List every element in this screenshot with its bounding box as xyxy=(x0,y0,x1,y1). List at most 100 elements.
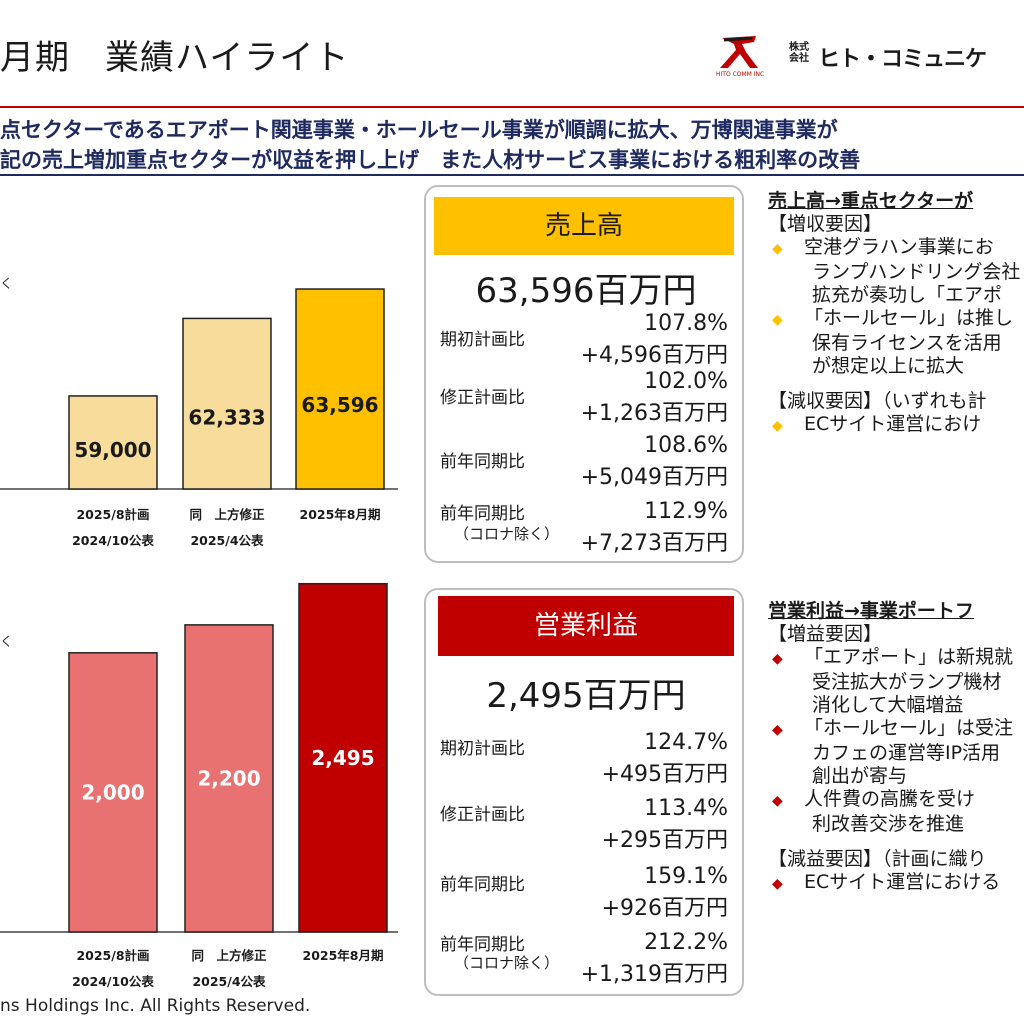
row-label: 前年同期比 xyxy=(440,504,525,524)
row-amount: +495百万円 xyxy=(601,762,728,787)
sales-kpi-box: 売上高 63,596百万円 期初計画比 107.8% +4,596百万円 修正計… xyxy=(424,185,744,563)
axis-note: く xyxy=(0,635,13,650)
operating-profit-header: 営業利益 xyxy=(438,596,734,656)
sales-bar-chart: く 59,000 2025/8計画 2024/10公表 62,333 同 上方修正 2025… xyxy=(0,277,398,548)
row-percent: 107.8% xyxy=(644,311,728,336)
x-tick-label: 2024/10公表 xyxy=(72,533,154,548)
x-tick-label: 2025/4公表 xyxy=(192,974,266,989)
commentary-text: カフェの運営等IP活用 xyxy=(812,742,1001,764)
row-label: 前年同期比 xyxy=(440,875,525,895)
operating-profit-kpi-box: 営業利益 2,495百万円 期初計画比 124.7% +495百万円 修正計画比… xyxy=(424,588,744,996)
summary-divider xyxy=(0,174,1024,176)
x-tick-label: 2025年8月期 xyxy=(303,948,384,963)
commentary-text: 利改善交渉を推進 xyxy=(812,813,965,835)
commentary-text: 【減収要因】（いずれも計 xyxy=(768,390,987,412)
spacer xyxy=(768,378,1024,390)
bar xyxy=(295,288,385,490)
company-logo-icon xyxy=(720,36,758,68)
sales-row-initial-plan: 期初計画比 107.8% +4,596百万円 xyxy=(426,311,746,368)
row-percent: 108.6% xyxy=(644,433,728,458)
bullet-continuation: ランプハンドリング会社 xyxy=(768,261,1024,284)
company-prefix: 株式会社 xyxy=(789,42,809,64)
row-label: 期初計画比 xyxy=(440,330,525,350)
bullet-continuation: 拡充が奏功し「エアポ xyxy=(768,284,1024,307)
bar-value-label: 62,333 xyxy=(188,405,265,429)
sales-total: 63,596百万円 xyxy=(475,271,697,311)
x-tick-label: 2025/4公表 xyxy=(190,533,264,548)
diamond-bullet-icon: ◆ xyxy=(772,418,783,434)
row-label: 期初計画比 xyxy=(440,739,525,759)
bullet-continuation: 消化して大幅増益 xyxy=(768,694,1024,717)
profit-commentary: 営業利益→事業ポートフ 【増益要因】 ◆ 「エアポート」は新規就 受注拡大がランプ機材… xyxy=(768,596,1024,896)
diamond-bullet-icon: ◆ xyxy=(772,793,783,809)
diamond-bullet-icon: ◆ xyxy=(772,876,783,892)
x-tick-label: 2025/8計画 xyxy=(76,948,149,963)
commentary-text: ECサイト運営におけ xyxy=(804,413,982,435)
row-amount: +1,263百万円 xyxy=(580,401,728,426)
commentary-text: 創出が寄与 xyxy=(812,765,908,787)
bar xyxy=(298,582,388,933)
commentary-text: 受注拡大がランプ機材 xyxy=(812,671,1002,693)
section-label: 【減益要因】（計画に織り xyxy=(768,848,1024,871)
row-percent: 212.2% xyxy=(644,930,728,955)
bullet-item: ◆ 空港グラハン事業にお xyxy=(768,236,1024,261)
row-amount: +1,319百万円 xyxy=(580,962,728,987)
copyright-text: ns Holdings Inc. All Rights Reserved. xyxy=(0,996,311,1016)
operating-profit-total: 2,495百万円 xyxy=(486,676,686,716)
row-amount: +5,049百万円 xyxy=(580,465,728,490)
row-label: 前年同期比 xyxy=(440,452,525,472)
bullet-continuation: が想定以上に拡大 xyxy=(768,355,1024,378)
sales-row-revised-plan: 修正計画比 102.0% +1,263百万円 xyxy=(426,369,746,426)
summary-line-1: 点セクターであるエアポート関連事業・ホールセール事業が順調に拡大、万博関連事業が xyxy=(0,118,838,142)
commentary-text: ランプハンドリング会社 xyxy=(812,261,1021,283)
commentary-text: が想定以上に拡大 xyxy=(812,355,965,377)
bullet-item: ◆ ECサイト運営における xyxy=(768,871,1024,896)
row-percent: 124.7% xyxy=(644,730,728,755)
sales-row-yoy: 前年同期比 108.6% +5,049百万円 xyxy=(426,433,746,490)
bullet-continuation: 創出が寄与 xyxy=(768,765,1024,788)
commentary-text: 空港グラハン事業にお xyxy=(804,236,994,258)
bullet-item: ◆ ECサイト運営におけ xyxy=(768,413,1024,438)
profit-commentary-lines: 【増益要因】 ◆ 「エアポート」は新規就 受注拡大がランプ機材 消化して大幅増益 ◆ 「ホー… xyxy=(768,623,1024,896)
commentary-text: 保有ライセンスを活用 xyxy=(812,332,1002,354)
operating-profit-bar-chart: く 2,000 2025/8計画 2024/10公表 2,200 同 上方修正 2025/4… xyxy=(0,582,398,989)
bullet-item: ◆ 「ホールセール」は受注 xyxy=(768,717,1024,742)
bullet-item: ◆ 「エアポート」は新規就 xyxy=(768,646,1024,671)
commentary-text: ECサイト運営における xyxy=(804,871,1001,893)
row-percent: 159.1% xyxy=(644,864,728,889)
row-amount: +7,273百万円 xyxy=(580,531,728,556)
sales-commentary-title: 売上高→重点セクターが xyxy=(768,190,974,212)
bar xyxy=(68,395,158,490)
profit-row-initial-plan: 期初計画比 124.7% +495百万円 xyxy=(426,730,746,787)
sales-row-yoy-ex-covid: 前年同期比 （コロナ除く） 112.9% +7,273百万円 xyxy=(426,499,746,556)
row-sublabel: （コロナ除く） xyxy=(454,525,560,543)
row-percent: 102.0% xyxy=(644,369,728,394)
profit-row-yoy: 前年同期比 159.1% +926百万円 xyxy=(426,864,746,921)
row-amount: +295百万円 xyxy=(601,828,728,853)
row-label: 修正計画比 xyxy=(440,805,525,825)
bullet-continuation: 利改善交渉を推進 xyxy=(768,813,1024,836)
bar xyxy=(182,317,272,490)
commentary-text: 「ホールセール」は推し xyxy=(804,307,1014,329)
section-label: 【減収要因】（いずれも計 xyxy=(768,390,1024,413)
summary-line-2: 記の売上増加重点セクターが収益を押し上げ また人材サービス事業における粗利率の改… xyxy=(0,148,861,172)
row-label: 修正計画比 xyxy=(440,388,525,408)
diamond-bullet-icon: ◆ xyxy=(772,651,783,667)
commentary-text: 【増収要因】 xyxy=(768,213,883,235)
x-tick-label: 2024/10公表 xyxy=(72,974,154,989)
sales-commentary-lines: 【増収要因】 ◆ 空港グラハン事業にお ランプハンドリング会社 拡充が奏功し「エアポ ◆ 「… xyxy=(768,213,1024,438)
row-percent: 112.9% xyxy=(644,499,728,524)
bar-value-label: 2,495 xyxy=(311,746,374,770)
row-amount: +4,596百万円 xyxy=(580,343,728,368)
commentary-text: 拡充が奏功し「エアポ xyxy=(812,284,1003,306)
bullet-item: ◆ 「ホールセール」は推し xyxy=(768,307,1024,332)
x-tick-label: 同 上方修正 xyxy=(191,948,267,963)
diamond-bullet-icon: ◆ xyxy=(772,722,783,738)
profit-row-yoy-ex-covid: 前年同期比 （コロナ除く） 212.2% +1,319百万円 xyxy=(426,930,746,987)
row-percent: 113.4% xyxy=(644,796,728,821)
profit-commentary-title: 営業利益→事業ポートフ xyxy=(768,600,974,622)
row-label: 前年同期比 xyxy=(440,935,525,955)
row-sublabel: （コロナ除く） xyxy=(454,954,560,972)
profit-row-revised-plan: 修正計画比 113.4% +295百万円 xyxy=(426,796,746,853)
bullet-continuation: 保有ライセンスを活用 xyxy=(768,332,1024,355)
